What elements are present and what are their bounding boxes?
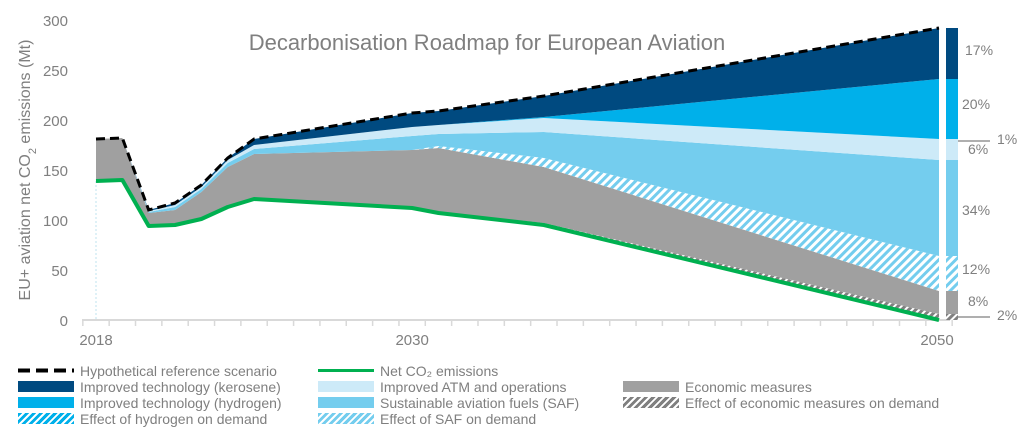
swatch: [18, 397, 74, 408]
hatch-swatch: [318, 413, 374, 424]
bar-pct-label: 1%: [997, 131, 1017, 147]
area-kerosene: [96, 28, 939, 211]
legend: Hypothetical reference scenario Improved…: [18, 363, 1018, 429]
line-swatch: [318, 369, 374, 372]
x-tick-label: 2050: [920, 332, 953, 349]
area-atm: [96, 118, 939, 212]
bar-pct-label: 34%: [962, 202, 990, 218]
legend-item-atm: Improved ATM and operations: [318, 378, 567, 395]
legend-label: Improved technology (hydrogen): [80, 394, 282, 411]
legend-label: Improved ATM and operations: [380, 378, 567, 395]
legend-label: Net CO₂ emissions: [380, 362, 499, 379]
bar-segment: [946, 28, 958, 79]
x-tick-label: 2018: [79, 332, 112, 349]
bar-pct-label: 6%: [968, 141, 988, 157]
legend-label: Effect of SAF on demand: [380, 410, 537, 427]
legend-item-net-co2: Net CO₂ emissions: [318, 362, 499, 379]
reference-dashed-line: [95, 26, 940, 212]
swatch: [18, 381, 74, 392]
y-tick-label: 250: [43, 63, 68, 80]
legend-label: Effect of economic measures on demand: [685, 394, 940, 411]
dashed-line-swatch: [18, 368, 74, 373]
area-economic-measures: [96, 138, 939, 314]
bar-pct-label: 2%: [997, 307, 1017, 323]
bar-pct-label: 20%: [962, 96, 990, 112]
net-co2-line: [95, 178, 940, 322]
chart-title: Decarbonisation Roadmap for European Avi…: [249, 30, 726, 55]
legend-item-hydrogen-demand: Effect of hydrogen on demand: [18, 410, 268, 427]
y-tick-label: 200: [43, 113, 68, 130]
bar-pct-label: 12%: [962, 261, 990, 277]
y-tick-label: 300: [43, 13, 68, 30]
legend-label: Economic measures: [685, 378, 812, 395]
legend-item-saf-demand: Effect of SAF on demand: [318, 410, 537, 427]
bar-2050-breakdown: 17% 20% 1% 6% 34% 12% 8% 2%: [946, 28, 1017, 323]
area-hydrogen: [96, 79, 939, 211]
axes: 0 50 100 150 200 250 300 2018 2030 2050: [43, 13, 954, 349]
chart: 0 50 100 150 200 250 300 2018 2030 2050 17% 20% 1% 6…: [17, 13, 1017, 349]
bar-pct-label: 8%: [968, 293, 988, 309]
legend-item-saf: Sustainable aviation fuels (SAF): [318, 394, 580, 411]
swatch: [318, 381, 374, 392]
bar-segment: [946, 314, 958, 320]
hatch-swatch: [18, 413, 74, 424]
bar-segment: [946, 291, 958, 314]
legend-item-hydrogen: Improved technology (hydrogen): [18, 394, 282, 411]
swatch: [623, 381, 679, 392]
legend-item-reference: Hypothetical reference scenario: [18, 362, 277, 379]
legend-item-economic: Economic measures: [623, 378, 812, 395]
lines: [95, 26, 940, 322]
legend-label: Effect of hydrogen on demand: [80, 410, 268, 427]
bar-segment: [946, 139, 958, 160]
y-tick-label: 100: [43, 213, 68, 230]
legend-label: Hypothetical reference scenario: [80, 362, 277, 379]
bar-pct-label: 17%: [965, 42, 993, 58]
x-tick-label: 2030: [395, 332, 428, 349]
y-tick-label: 50: [51, 263, 68, 280]
bar-segment: [946, 79, 958, 139]
legend-label: Sustainable aviation fuels (SAF): [380, 394, 580, 411]
bar-segment: [946, 160, 958, 256]
y-axis-label: EU+ aviation net CO2 emissions (Mt): [17, 40, 39, 301]
legend-label: Improved technology (kerosene): [80, 378, 281, 395]
y-tick-label: 150: [43, 163, 68, 180]
legend-item-economic-demand: Effect of economic measures on demand: [623, 394, 940, 411]
hatch-swatch: [623, 397, 679, 408]
bar-segment: [946, 256, 958, 291]
area-saf-demand: [96, 138, 939, 291]
legend-item-kerosene: Improved technology (kerosene): [18, 378, 281, 395]
area-saf: [96, 132, 939, 256]
swatch: [318, 397, 374, 408]
stacked-areas: [96, 28, 939, 320]
y-tick-label: 0: [60, 313, 68, 330]
